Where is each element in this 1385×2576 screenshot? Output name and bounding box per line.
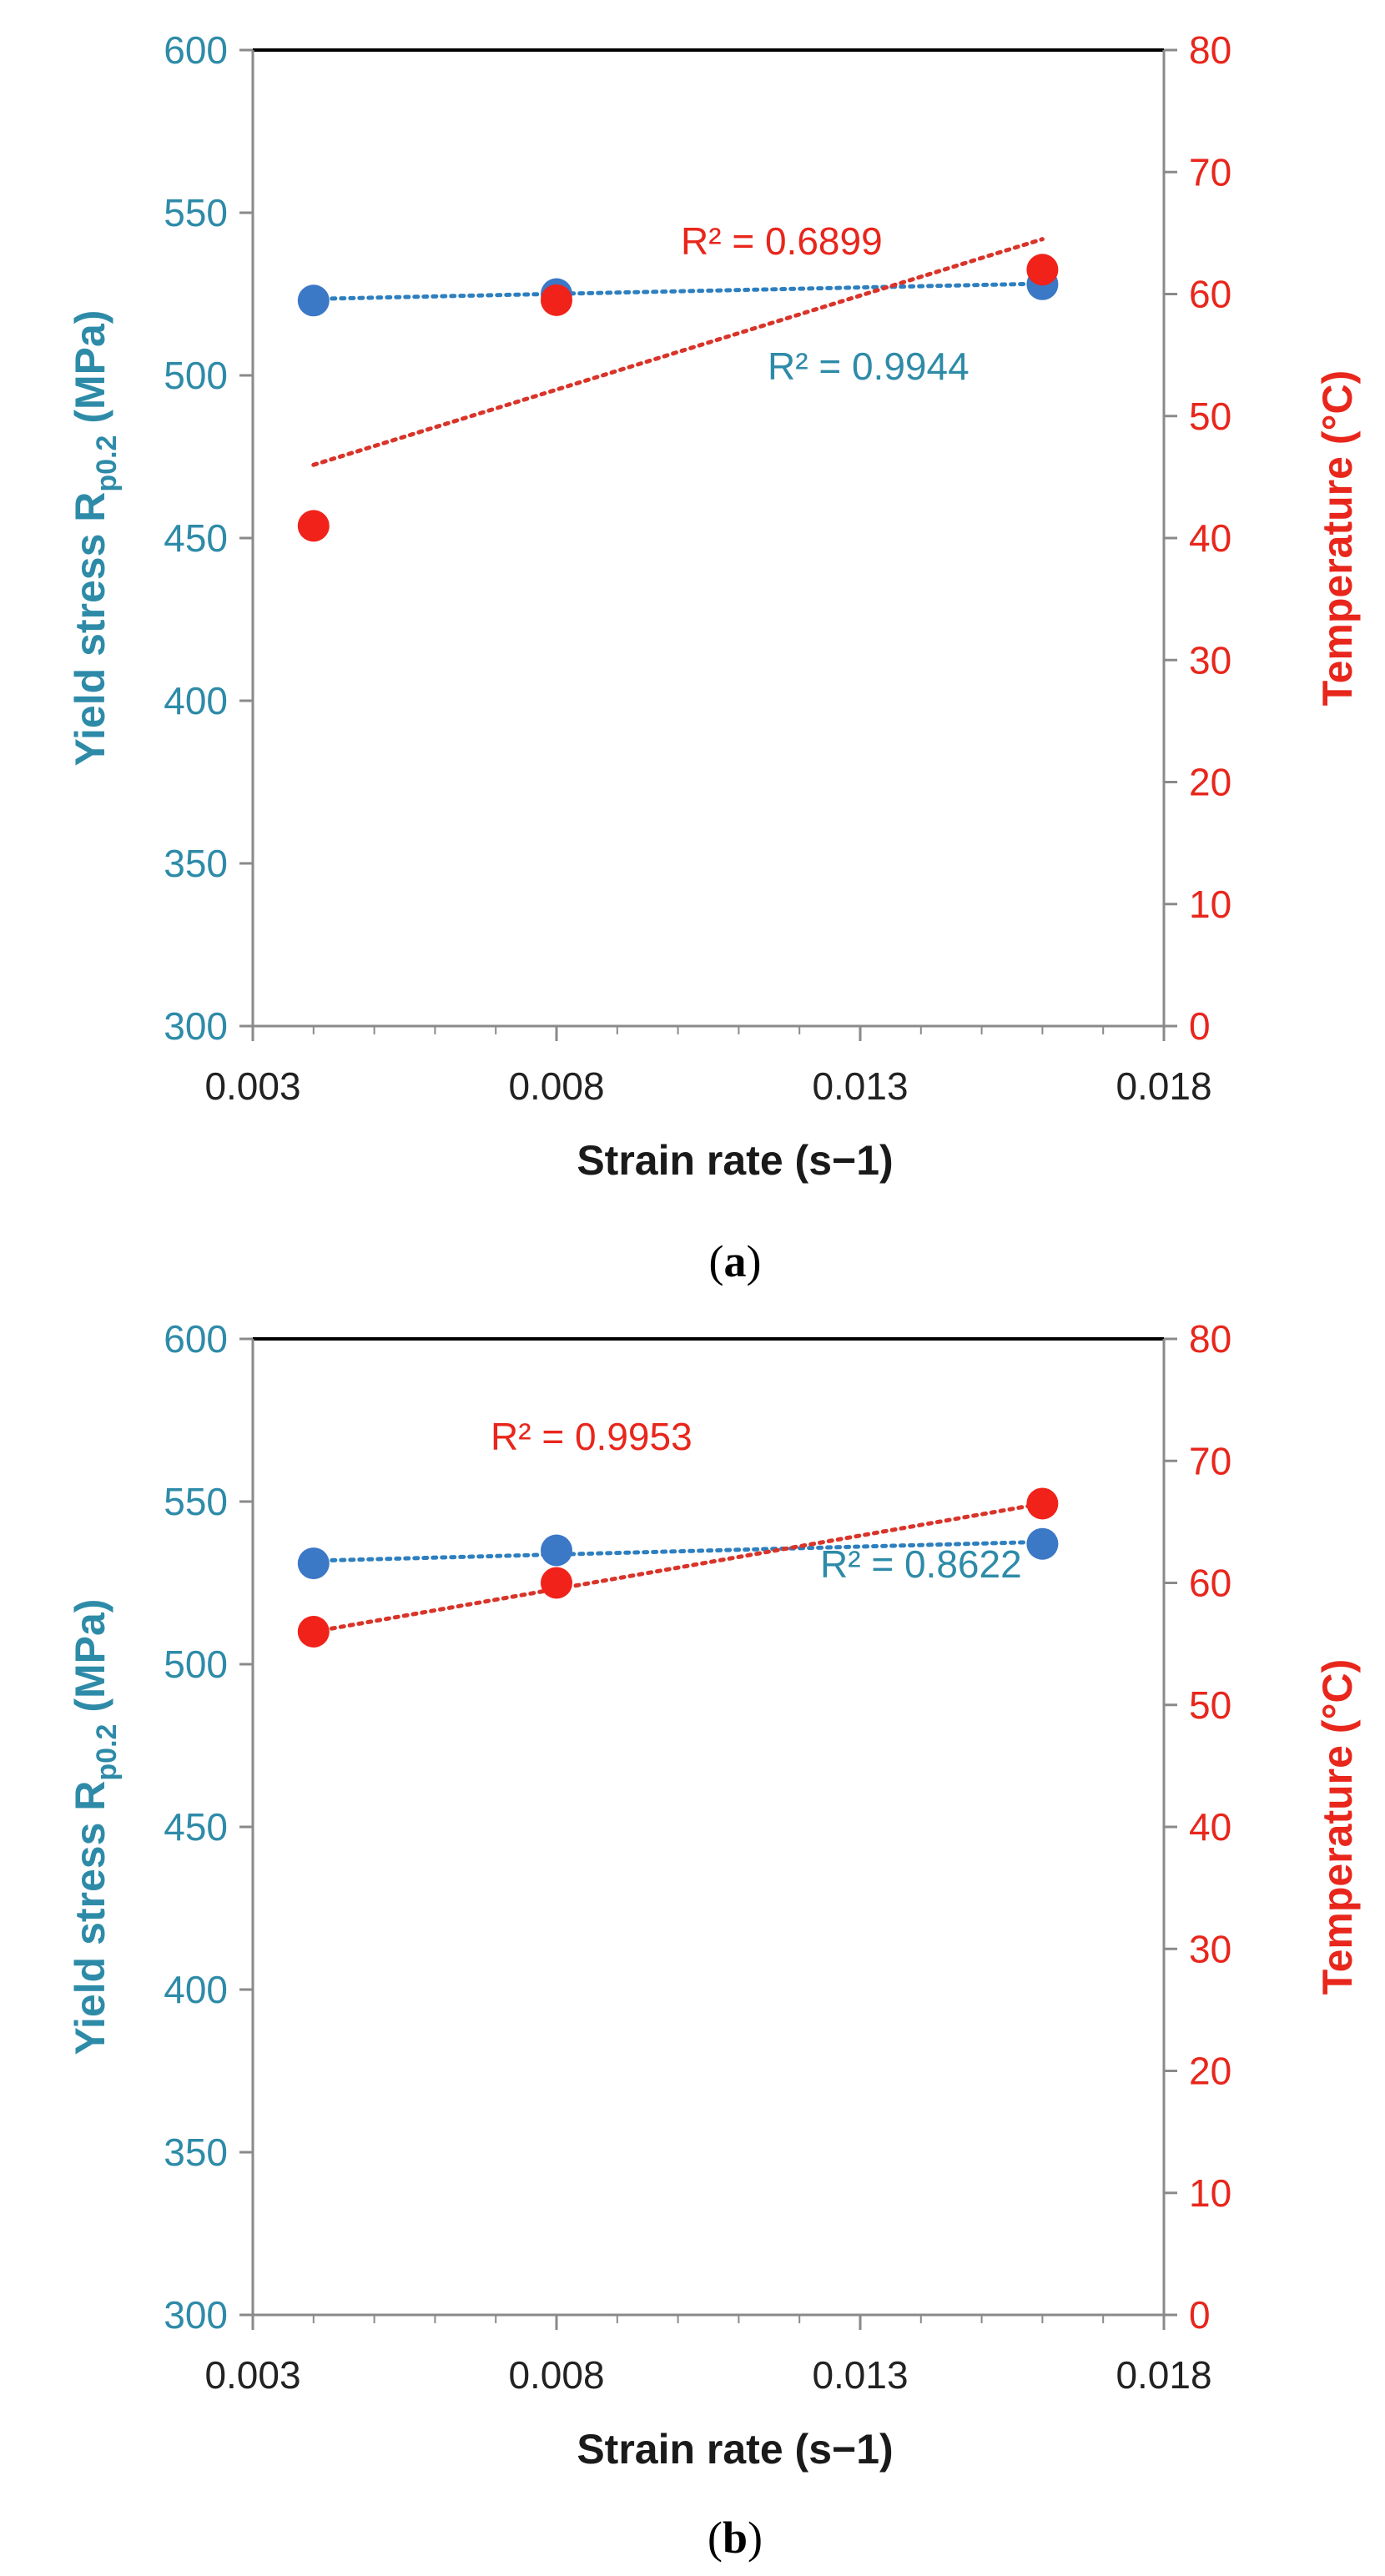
right-tick-label: 70 (1189, 1439, 1231, 1482)
left-tick-label: 400 (164, 1968, 228, 2011)
left-tick-label: 550 (164, 1480, 228, 1523)
right-tick-label: 10 (1189, 2171, 1231, 2215)
right-axis-title: Temperature (°C) (1314, 370, 1361, 706)
x-tick-label: 0.013 (812, 1064, 908, 1108)
x-tick-label: 0.003 (204, 1064, 300, 1108)
x-tick-label: 0.018 (1116, 1064, 1211, 1108)
panel-caption: (a) (709, 1236, 762, 1286)
left-tick-label: 600 (164, 1317, 228, 1361)
yield-stress-point (541, 1534, 572, 1567)
temperature-point (1026, 1487, 1059, 1520)
x-tick-label: 0.003 (204, 2353, 300, 2397)
chart-panel-b: 300 350 400 450 500 550 600 0 10 20 30 40 50 60 70 80 0.… (67, 1317, 1361, 2563)
right-tick-label: 30 (1189, 1927, 1231, 1970)
temperature-point (541, 1567, 572, 1599)
caption-close-paren: ) (748, 2513, 763, 2563)
left-axis-title-unit: (MPa) (67, 1599, 113, 1724)
x-tick-label: 0.013 (812, 2353, 908, 2397)
right-tick-label: 0 (1189, 1004, 1211, 1048)
right-tick-label: 70 (1189, 150, 1231, 194)
left-tick-label: 300 (164, 2293, 228, 2337)
x-axis-title: Strain rate (s−1) (577, 1137, 893, 1184)
right-tick-label: 40 (1189, 1805, 1231, 1849)
temperature-r2-label: R² = 0.6899 (681, 219, 883, 263)
left-axis-title-main: Yield stress R (67, 492, 113, 767)
right-tick-label: 50 (1189, 1683, 1231, 1727)
caption-letter: b (723, 2513, 748, 2563)
left-tick-label: 500 (164, 1643, 228, 1686)
right-tick-label: 0 (1189, 2293, 1211, 2337)
left-axis-title: Yield stress Rp0.2 (MPa) (67, 1599, 123, 2055)
yield-stress-point (297, 284, 330, 317)
right-tick-label: 10 (1189, 883, 1231, 926)
left-axis-title-subscript: p0.2 (91, 435, 123, 492)
x-axis-title-main: Strain rate (577, 1137, 794, 1184)
left-tick-label: 350 (164, 2131, 228, 2174)
caption-close-paren: ) (747, 1236, 762, 1286)
x-axis-title-unit: (s−1) (795, 1137, 894, 1184)
x-tick-label: 0.018 (1116, 2353, 1211, 2397)
temperature-point (541, 284, 572, 316)
yield-stress-r2-label: R² = 0.9944 (768, 345, 970, 388)
left-tick-label: 300 (164, 1004, 228, 1048)
caption-open-paren: ( (709, 1236, 724, 1286)
right-tick-label: 20 (1189, 2050, 1231, 2093)
right-tick-label: 60 (1189, 273, 1231, 316)
yield-stress-trendline (311, 281, 1045, 301)
x-axis-title-unit: (s−1) (795, 2426, 894, 2473)
panel-caption: (b) (708, 2513, 763, 2563)
temperature-r2-label: R² = 0.9953 (491, 1415, 692, 1458)
left-tick-label: 600 (164, 28, 228, 72)
right-tick-label: 60 (1189, 1562, 1231, 1605)
left-tick-label: 450 (164, 516, 228, 560)
temperature-trendline (311, 237, 1045, 467)
yield-stress-point (297, 1547, 330, 1580)
left-tick-label: 350 (164, 842, 228, 885)
left-tick-label: 400 (164, 679, 228, 722)
x-axis-title-main: Strain rate (577, 2426, 794, 2473)
right-axis-title: Temperature (°C) (1314, 1659, 1361, 1995)
x-axis-title: Strain rate (s−1) (577, 2426, 893, 2473)
left-axis-title: Yield stress Rp0.2 (MPa) (67, 310, 123, 767)
yield-stress-r2-label: R² = 0.8622 (820, 1542, 1022, 1586)
right-tick-label: 50 (1189, 395, 1231, 438)
left-tick-label: 450 (164, 1805, 228, 1849)
caption-letter: a (724, 1236, 747, 1286)
right-tick-label: 20 (1189, 761, 1231, 804)
left-axis-title-main: Yield stress R (67, 1781, 113, 2055)
right-tick-label: 80 (1189, 1317, 1231, 1361)
yield-stress-trendline (311, 1539, 1045, 1563)
left-axis-title-subscript: p0.2 (91, 1724, 123, 1781)
right-tick-label: 30 (1189, 638, 1231, 682)
chart-panel-a: 300 350 400 450 500 550 600 0 10 20 30 40 50 60 70 80 0.… (67, 28, 1361, 1286)
left-tick-label: 550 (164, 191, 228, 234)
left-tick-label: 500 (164, 354, 228, 397)
right-tick-label: 40 (1189, 516, 1231, 560)
right-tick-label: 80 (1189, 28, 1231, 72)
temperature-trendline (311, 1501, 1045, 1634)
temperature-point (297, 510, 330, 542)
caption-open-paren: ( (708, 2513, 723, 2563)
yield-stress-point (1026, 1527, 1059, 1560)
temperature-point (1026, 254, 1059, 286)
x-tick-label: 0.008 (508, 2353, 604, 2397)
temperature-point (297, 1616, 330, 1648)
x-tick-label: 0.008 (508, 1064, 604, 1108)
left-axis-title-unit: (MPa) (67, 310, 113, 435)
